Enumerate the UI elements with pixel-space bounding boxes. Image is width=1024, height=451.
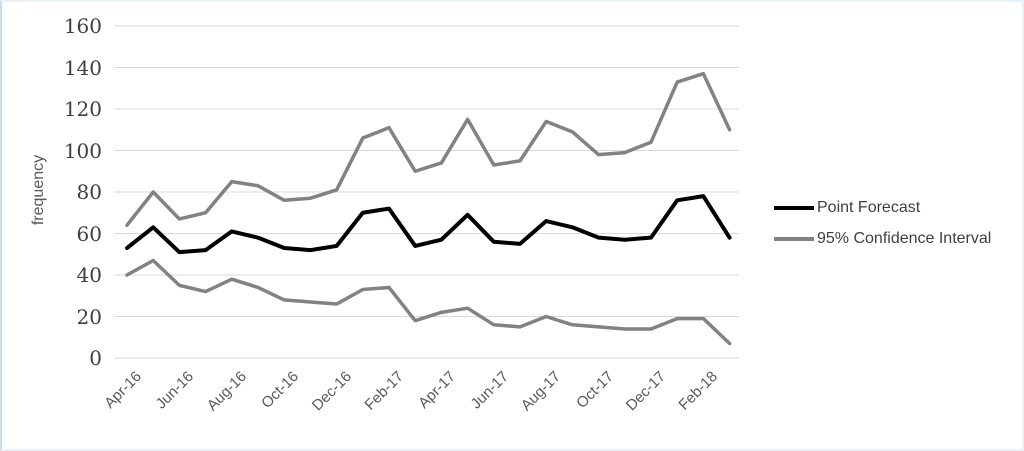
y-tick-label: 120 <box>63 97 102 121</box>
legend-item-point-forecast: Point Forecast <box>774 199 991 217</box>
legend-item-95-confidence-interval: 95% Confidence Interval <box>774 230 991 248</box>
series-line-95-confidence-interval-lower-bound- <box>125 258 732 346</box>
legend: Point Forecast 95% Confidence Interval <box>774 199 991 248</box>
y-tick-label: 160 <box>63 14 102 38</box>
y-tick-label: 60 <box>76 221 102 246</box>
legend-line-swatch <box>774 206 814 210</box>
y-tick-label: 80 <box>76 180 102 204</box>
series-line-95-confidence-interval-upper-bound- <box>125 71 732 227</box>
legend-label: 95% Confidence Interval <box>817 230 992 247</box>
legend-label: Point Forecast <box>817 199 921 216</box>
y-tick-label: 40 <box>76 263 102 287</box>
y-tick-label: 140 <box>63 55 102 80</box>
y-tick-label: 0 <box>89 346 102 370</box>
series-line-point-forecast <box>125 194 732 255</box>
y-tick-label: 20 <box>76 304 102 329</box>
y-tick-label: 100 <box>63 138 102 163</box>
legend-line-swatch <box>774 237 814 241</box>
